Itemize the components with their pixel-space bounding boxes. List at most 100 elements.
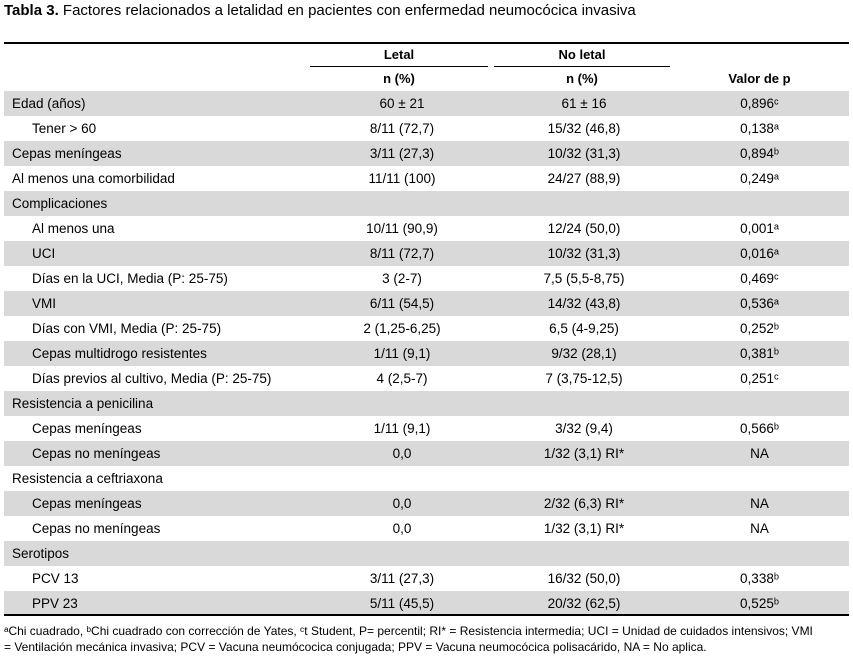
row-no-letal-value: 14/32 (43,8) — [547, 296, 621, 311]
header-letal-underline — [310, 66, 488, 67]
row-no-letal-value: 7,5 (5,5-8,75) — [543, 271, 625, 286]
bottom-rule — [4, 614, 849, 616]
row-letal-value: 11/11 (100) — [368, 171, 436, 186]
row-label: Cepas multidrogo resistentes — [32, 346, 207, 361]
row-label: Cepas meníngeas — [12, 146, 122, 161]
row-label: Cepas no meníngeas — [32, 521, 161, 536]
row-letal-value: 8/11 (72,7) — [369, 121, 435, 136]
header-p-value: Valor de p — [728, 71, 791, 86]
header-no-letal: No letal — [558, 47, 606, 62]
row-letal-value: 0,0 — [392, 521, 412, 536]
row-label: Resistencia a penicilina — [12, 396, 154, 411]
table-row: Cepas meníngeas 1/11 (9,1) 3/32 (9,4) 0,566… — [4, 416, 849, 441]
row-p-value: 0,469ᶜ — [740, 271, 779, 286]
row-p-value: 0,249ᵃ — [740, 171, 779, 186]
row-p-value: 0,525ᵇ — [740, 596, 779, 611]
row-p-value: NA — [750, 496, 769, 511]
row-letal-value: 3/11 (27,3) — [369, 571, 435, 586]
row-letal-value: 1/11 (9,1) — [373, 421, 431, 436]
table-row: Al menos una 10/11 (90,9) 12/24 (50,0) 0,00… — [4, 216, 849, 241]
row-letal-value: 5/11 (45,5) — [369, 596, 435, 611]
row-p-value: 0,016ᵃ — [740, 246, 779, 261]
row-no-letal-value: 7 (3,75-12,5) — [545, 371, 623, 386]
footnote-line-2: = Ventilación mecánica invasiva; PCV = V… — [4, 640, 707, 654]
table-row: VMI 6/11 (54,5) 14/32 (43,8) 0,536ᵃ — [4, 291, 849, 316]
row-p-value: NA — [750, 521, 769, 536]
table-row: Cepas no meníngeas 0,0 1/32 (3,1) RI* NA — [4, 441, 849, 466]
row-no-letal-value: 9/32 (28,1) — [551, 346, 617, 361]
row-no-letal-value: 1/32 (3,1) RI* — [543, 446, 625, 461]
row-label: UCI — [32, 246, 56, 261]
table-title-text: Factores relacionados a letalidad en pac… — [62, 2, 636, 19]
row-no-letal-value: 6,5 (4-9,25) — [549, 321, 619, 336]
row-label: Serotipos — [12, 546, 70, 561]
row-p-value: 0,566ᵇ — [740, 421, 779, 436]
table-row: PPV 23 5/11 (45,5) 20/32 (62,5) 0,525ᵇ — [4, 591, 849, 616]
row-label: Complicaciones — [12, 196, 108, 211]
row-letal-value: 3 (2-7) — [382, 271, 422, 286]
row-label: Edad (años) — [12, 96, 86, 111]
row-p-value: 0,138ᵃ — [740, 121, 779, 136]
footnote: ᵃChi cuadrado, ᵇChi cuadrado con correcc… — [4, 623, 853, 655]
row-p-value: 0,536ᵃ — [740, 296, 779, 311]
row-no-letal-value: 15/32 (46,8) — [547, 121, 621, 136]
row-no-letal-value: 20/32 (62,5) — [547, 596, 621, 611]
row-p-value: 0,251ᶜ — [740, 371, 779, 386]
row-label: Tener > 60 — [32, 121, 97, 136]
table-row: Cepas no meníngeas 0,0 1/32 (3,1) RI* NA — [4, 516, 849, 541]
row-no-letal-value: 3/32 (9,4) — [555, 421, 613, 436]
row-letal-value: 60 ± 21 — [379, 96, 425, 111]
table-row: Resistencia a ceftriaxona — [4, 466, 849, 491]
row-label: Al menos una — [32, 221, 115, 236]
row-letal-value: 6/11 (54,5) — [369, 296, 435, 311]
row-label: Cepas no meníngeas — [32, 446, 161, 461]
table-row: PCV 13 3/11 (27,3) 16/32 (50,0) 0,338ᵇ — [4, 566, 849, 591]
row-letal-value: 0,0 — [392, 446, 412, 461]
header-no-letal-underline — [494, 66, 670, 67]
row-label: Días con VMI, Media (P: 25-75) — [32, 321, 222, 336]
footnote-line-1: ᵃChi cuadrado, ᵇChi cuadrado con correcc… — [4, 624, 813, 638]
table-row: Cepas meníngeas 0,0 2/32 (6,3) RI* NA — [4, 491, 849, 516]
table-row: Serotipos — [4, 541, 849, 566]
row-p-value: 0,894ᵇ — [740, 146, 779, 161]
table-row: Complicaciones — [4, 191, 849, 216]
row-label: PCV 13 — [32, 571, 79, 586]
row-label: Al menos una comorbilidad — [12, 171, 175, 186]
table-row: Cepas meníngeas 3/11 (27,3) 10/32 (31,3) 0,… — [4, 141, 849, 166]
table-row: Al menos una comorbilidad 11/11 (100) 24/2… — [4, 166, 849, 191]
row-p-value: 0,381ᵇ — [740, 346, 779, 361]
row-label: Cepas meníngeas — [32, 496, 142, 511]
row-no-letal-value: 2/32 (6,3) RI* — [543, 496, 625, 511]
header-letal: Letal — [383, 47, 415, 62]
row-no-letal-value: 10/32 (31,3) — [547, 146, 621, 161]
table-row: Resistencia a penicilina — [4, 391, 849, 416]
row-label: Días en la UCI, Media (P: 25-75) — [32, 271, 228, 286]
row-p-value: 0,252ᵇ — [740, 321, 779, 336]
table-row: Cepas multidrogo resistentes 1/11 (9,1) 9/… — [4, 341, 849, 366]
row-p-value: NA — [750, 446, 769, 461]
table-row: Días previos al cultivo, Media (P: 25-75… — [4, 366, 849, 391]
table-row: UCI 8/11 (72,7) 10/32 (31,3) 0,016ᵃ — [4, 241, 849, 266]
header-letal-unit: n (%) — [383, 71, 415, 86]
row-label: Días previos al cultivo, Media (P: 25-75… — [32, 371, 272, 386]
row-letal-value: 4 (2,5-7) — [376, 371, 428, 386]
row-letal-value: 0,0 — [392, 496, 412, 511]
row-letal-value: 10/11 (90,9) — [366, 221, 438, 236]
row-p-value: 0,338ᵇ — [740, 571, 779, 586]
row-p-value: 0,001ᵃ — [740, 221, 779, 236]
row-no-letal-value: 24/27 (88,9) — [547, 171, 621, 186]
row-letal-value: 2 (1,25-6,25) — [363, 321, 441, 336]
row-letal-value: 8/11 (72,7) — [369, 246, 435, 261]
row-label: Resistencia a ceftriaxona — [12, 471, 163, 486]
table-title: Tabla 3. Factores relacionados a letalid… — [4, 1, 636, 21]
table-row: Tener > 60 8/11 (72,7) 15/32 (46,8) 0,138ᵃ — [4, 116, 849, 141]
row-p-value: 0,896ᶜ — [740, 96, 779, 111]
row-no-letal-value: 10/32 (31,3) — [547, 246, 621, 261]
row-label: PPV 23 — [32, 596, 78, 611]
row-label: VMI — [32, 296, 57, 311]
row-no-letal-value: 61 ± 16 — [561, 96, 607, 111]
header-no-letal-unit: n (%) — [566, 71, 598, 86]
row-letal-value: 3/11 (27,3) — [369, 146, 435, 161]
top-rule — [4, 42, 849, 44]
table-row: Días en la UCI, Media (P: 25-75) 3 (2-7) 7… — [4, 266, 849, 291]
